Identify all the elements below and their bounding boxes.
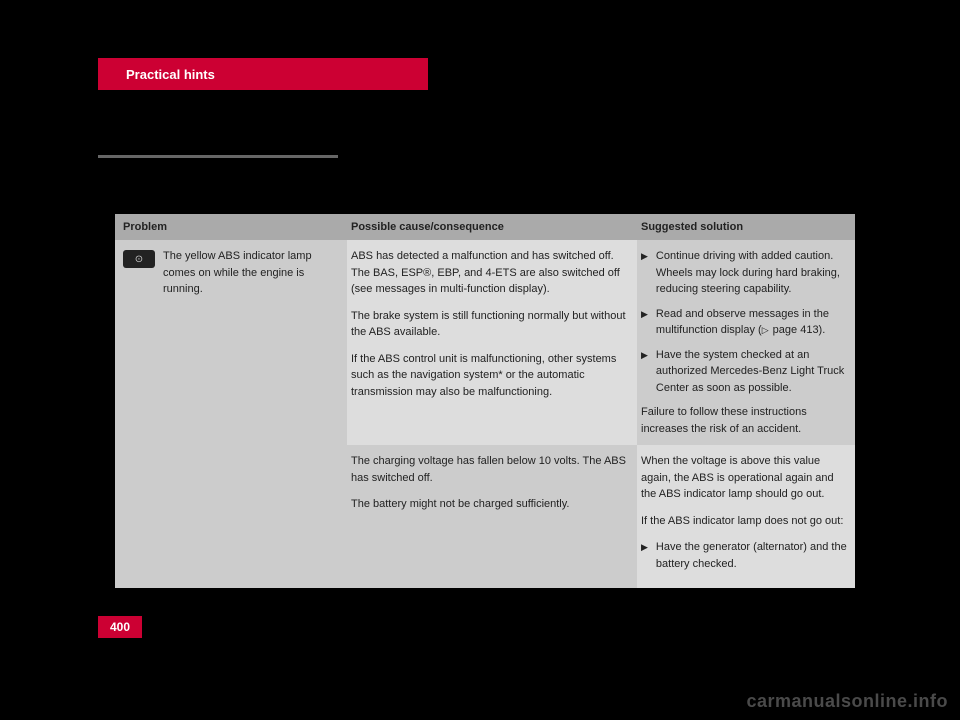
bullet-text: Read and observe messages in the multifu… [656,306,847,339]
solution-paragraph: When the voltage is above this value aga… [641,453,847,503]
header-solution: Suggested solution [637,221,855,233]
section-tab-label: Practical hints [126,67,215,82]
problem-text: The yellow ABS indicator lamp comes on w… [163,248,339,437]
abs-indicator-icon: ⊙ [123,250,155,268]
watermark: carmanualsonline.info [746,691,948,712]
troubleshooting-table: Problem Possible cause/consequence Sugge… [115,214,855,588]
bullet-icon: ▶ [641,308,648,339]
abs-icon-glyph: ⊙ [135,252,143,267]
section-tab: Practical hints [98,58,428,90]
bullet-text: Have the system checked at an authorized… [656,347,847,397]
header-problem: Problem [115,221,347,233]
solution-bullet: ▶ Have the generator (alternator) and th… [641,539,847,572]
cell-solution: When the voltage is above this value aga… [637,445,855,588]
cause-paragraph: The battery might not be charged suffici… [351,496,629,513]
solution-paragraph: If the ABS indicator lamp does not go ou… [641,513,847,530]
page-ref-icon [762,324,770,336]
cause-paragraph: ABS has detected a malfunction and has s… [351,248,629,298]
cell-solution: ▶ Continue driving with added caution. W… [637,240,855,445]
solution-bullet: ▶ Read and observe messages in the multi… [641,306,847,339]
divider-line [98,155,338,158]
table-row: ⊙ The yellow ABS indicator lamp comes on… [115,240,855,445]
solution-bullet: ▶ Have the system checked at an authoriz… [641,347,847,397]
cause-paragraph: The brake system is still functioning no… [351,308,629,341]
solution-bullet: ▶ Continue driving with added caution. W… [641,248,847,298]
bullet-icon: ▶ [641,349,648,397]
page-number: 400 [98,616,142,638]
cell-problem-empty [115,445,347,588]
table-row: The charging voltage has fallen below 10… [115,445,855,588]
bullet-icon: ▶ [641,250,648,298]
page-number-value: 400 [110,620,130,634]
bullet-icon: ▶ [641,541,648,572]
cell-cause: ABS has detected a malfunction and has s… [347,240,637,445]
cause-paragraph: If the ABS control unit is malfunctionin… [351,351,629,401]
bullet-text: Continue driving with added caution. Whe… [656,248,847,298]
solution-paragraph: Failure to follow these instructions inc… [641,404,847,437]
cell-problem: ⊙ The yellow ABS indicator lamp comes on… [115,240,347,445]
table-body: ⊙ The yellow ABS indicator lamp comes on… [115,240,855,588]
bullet-text: Have the generator (alternator) and the … [656,539,847,572]
cell-cause: The charging voltage has fallen below 10… [347,445,637,588]
cause-paragraph: The charging voltage has fallen below 10… [351,453,629,486]
header-cause: Possible cause/consequence [347,221,637,233]
table-header-row: Problem Possible cause/consequence Sugge… [115,214,855,240]
